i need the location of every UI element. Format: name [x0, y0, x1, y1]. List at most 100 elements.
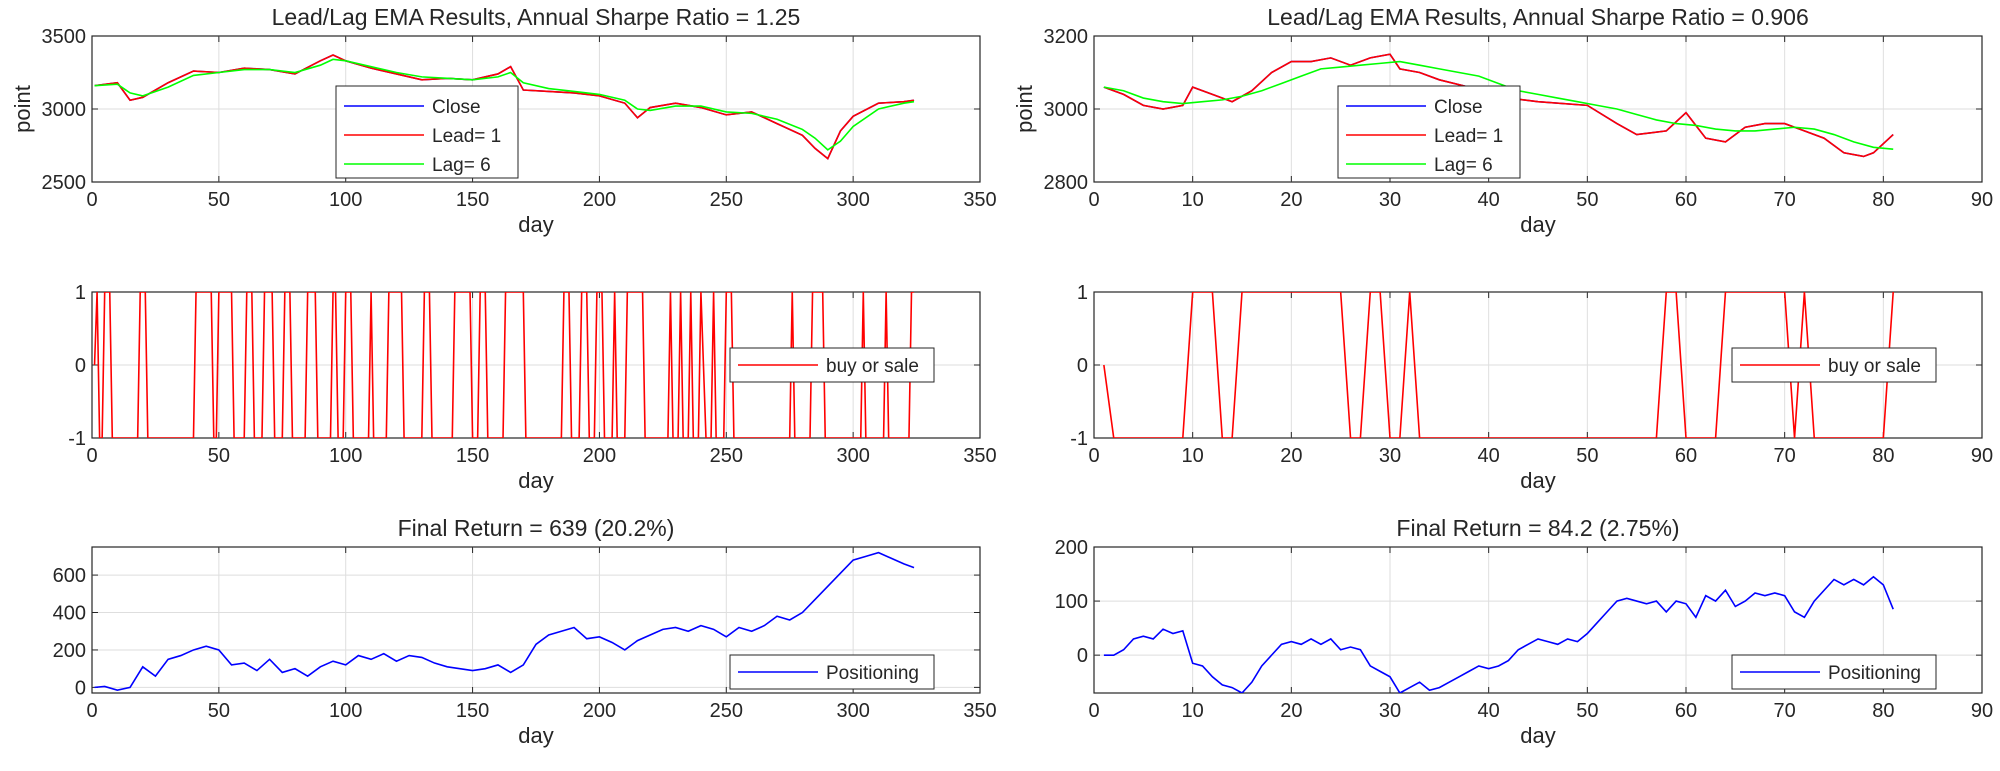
- x-tick-label: 0: [1088, 445, 1099, 467]
- chart-title: Final Return = 84.2 (2.75%): [1396, 515, 1679, 541]
- legend-box: [335, 85, 519, 179]
- x-tick-label: 10: [1182, 445, 1204, 467]
- x-tick-label: 300: [836, 189, 869, 211]
- x-tick-label: 50: [1576, 445, 1598, 467]
- x-tick-label: 150: [456, 700, 489, 722]
- x-tick-label: 0: [86, 189, 97, 211]
- x-tick-label: 150: [456, 445, 489, 467]
- y-tick-label: 3500: [42, 26, 87, 48]
- legend-label: Lag= 6: [432, 155, 491, 176]
- x-tick-label: 40: [1478, 445, 1500, 467]
- y-tick-label: 3000: [1044, 99, 1089, 121]
- legend-label: Close: [432, 97, 481, 118]
- x-tick-label: 50: [1576, 189, 1598, 211]
- y-tick-label: 0: [75, 355, 86, 377]
- chart-title: Final Return = 639 (20.2%): [398, 515, 675, 541]
- y-tick-label: 600: [53, 565, 86, 587]
- legend: Close Lead= 1 Lag= 6: [335, 85, 519, 179]
- legend-box: [1337, 85, 1521, 179]
- x-tick-label: 90: [1971, 189, 1993, 211]
- x-tick-label: 250: [710, 700, 743, 722]
- x-tick-label: 80: [1872, 445, 1894, 467]
- chart-left-return: 0 50 100 150 200 250 300 350 0 200 400 600 day Final …: [53, 515, 997, 748]
- series-line-lag-6: [94, 58, 915, 151]
- x-axis-label: day: [518, 212, 553, 237]
- x-tick-label: 350: [963, 700, 996, 722]
- x-axis-label: day: [1520, 723, 1555, 748]
- x-tick-label: 200: [583, 189, 616, 211]
- x-tick-label: 60: [1675, 445, 1697, 467]
- legend-label: buy or sale: [1828, 356, 1921, 377]
- x-tick-label: 100: [329, 700, 362, 722]
- x-axis-label: day: [518, 468, 553, 493]
- x-tick-label: 90: [1971, 445, 1993, 467]
- x-tick-label: 70: [1774, 445, 1796, 467]
- legend-label: buy or sale: [826, 356, 919, 377]
- x-tick-label: 50: [208, 189, 230, 211]
- x-tick-label: 70: [1774, 189, 1796, 211]
- y-tick-label: 0: [1077, 645, 1088, 667]
- x-tick-label: 50: [208, 700, 230, 722]
- series-line-buy-or-sale: [1103, 292, 1894, 438]
- series-line-positioning: [1103, 575, 1894, 693]
- x-tick-label: 250: [710, 445, 743, 467]
- legend-label: Positioning: [826, 663, 919, 684]
- x-tick-label: 10: [1182, 700, 1204, 722]
- y-tick-label: -1: [1070, 428, 1088, 450]
- x-tick-label: 0: [86, 445, 97, 467]
- x-tick-label: 40: [1478, 700, 1500, 722]
- x-tick-label: 0: [1088, 700, 1099, 722]
- x-tick-label: 300: [836, 700, 869, 722]
- chart-right-price: 0 10 20 30 40 50 60 70 80 90 2800 3000 3200 day point L…: [1012, 4, 1993, 237]
- x-tick-label: 250: [710, 189, 743, 211]
- x-tick-label: 200: [583, 445, 616, 467]
- legend-label: Close: [1434, 97, 1483, 118]
- x-tick-label: 30: [1379, 189, 1401, 211]
- x-axis-label: day: [1520, 468, 1555, 493]
- legend: Close Lead= 1 Lag= 6: [1337, 85, 1521, 179]
- y-tick-label: 1: [75, 282, 86, 304]
- x-tick-label: 60: [1675, 700, 1697, 722]
- y-tick-label: 400: [53, 603, 86, 625]
- x-tick-label: 60: [1675, 189, 1697, 211]
- x-tick-label: 10: [1182, 189, 1204, 211]
- chart-right-return: 0 10 20 30 40 50 60 70 80 90 0 100 200 day Final Retur…: [1055, 515, 1994, 748]
- chart-left-price: 0 50 100 150 200 250 300 350 2500 3000 3500 day poin…: [10, 4, 997, 237]
- y-tick-label: 0: [1077, 355, 1088, 377]
- legend: Positioning: [729, 654, 935, 690]
- x-tick-label: 80: [1872, 700, 1894, 722]
- x-tick-label: 150: [456, 189, 489, 211]
- x-tick-label: 40: [1478, 189, 1500, 211]
- y-tick-label: 100: [1055, 591, 1088, 613]
- x-tick-label: 0: [86, 700, 97, 722]
- x-tick-label: 350: [963, 189, 996, 211]
- x-tick-label: 0: [1088, 189, 1099, 211]
- x-axis-label: day: [1520, 212, 1555, 237]
- y-tick-label: 2500: [42, 172, 87, 194]
- y-tick-label: 3200: [1044, 26, 1089, 48]
- series-line-lag-6: [1103, 60, 1894, 150]
- y-axis-label: point: [1012, 85, 1037, 133]
- x-tick-label: 20: [1280, 445, 1302, 467]
- legend-label: Lag= 6: [1434, 155, 1493, 176]
- y-tick-label: 200: [1055, 537, 1088, 559]
- x-tick-label: 30: [1379, 700, 1401, 722]
- chart-title: Lead/Lag EMA Results, Annual Sharpe Rati…: [1267, 4, 1809, 30]
- legend-label: Lead= 1: [1434, 126, 1503, 147]
- y-tick-label: -1: [68, 428, 86, 450]
- y-tick-label: 200: [53, 640, 86, 662]
- y-tick-label: 2800: [1044, 172, 1089, 194]
- x-tick-label: 50: [208, 445, 230, 467]
- y-axis-label: point: [10, 85, 35, 133]
- legend: buy or sale: [1731, 347, 1937, 383]
- legend-label: Positioning: [1828, 663, 1921, 684]
- legend: Positioning: [1731, 654, 1937, 690]
- x-tick-label: 20: [1280, 189, 1302, 211]
- x-tick-label: 30: [1379, 445, 1401, 467]
- x-tick-label: 100: [329, 189, 362, 211]
- x-tick-label: 300: [836, 445, 869, 467]
- x-tick-label: 80: [1872, 189, 1894, 211]
